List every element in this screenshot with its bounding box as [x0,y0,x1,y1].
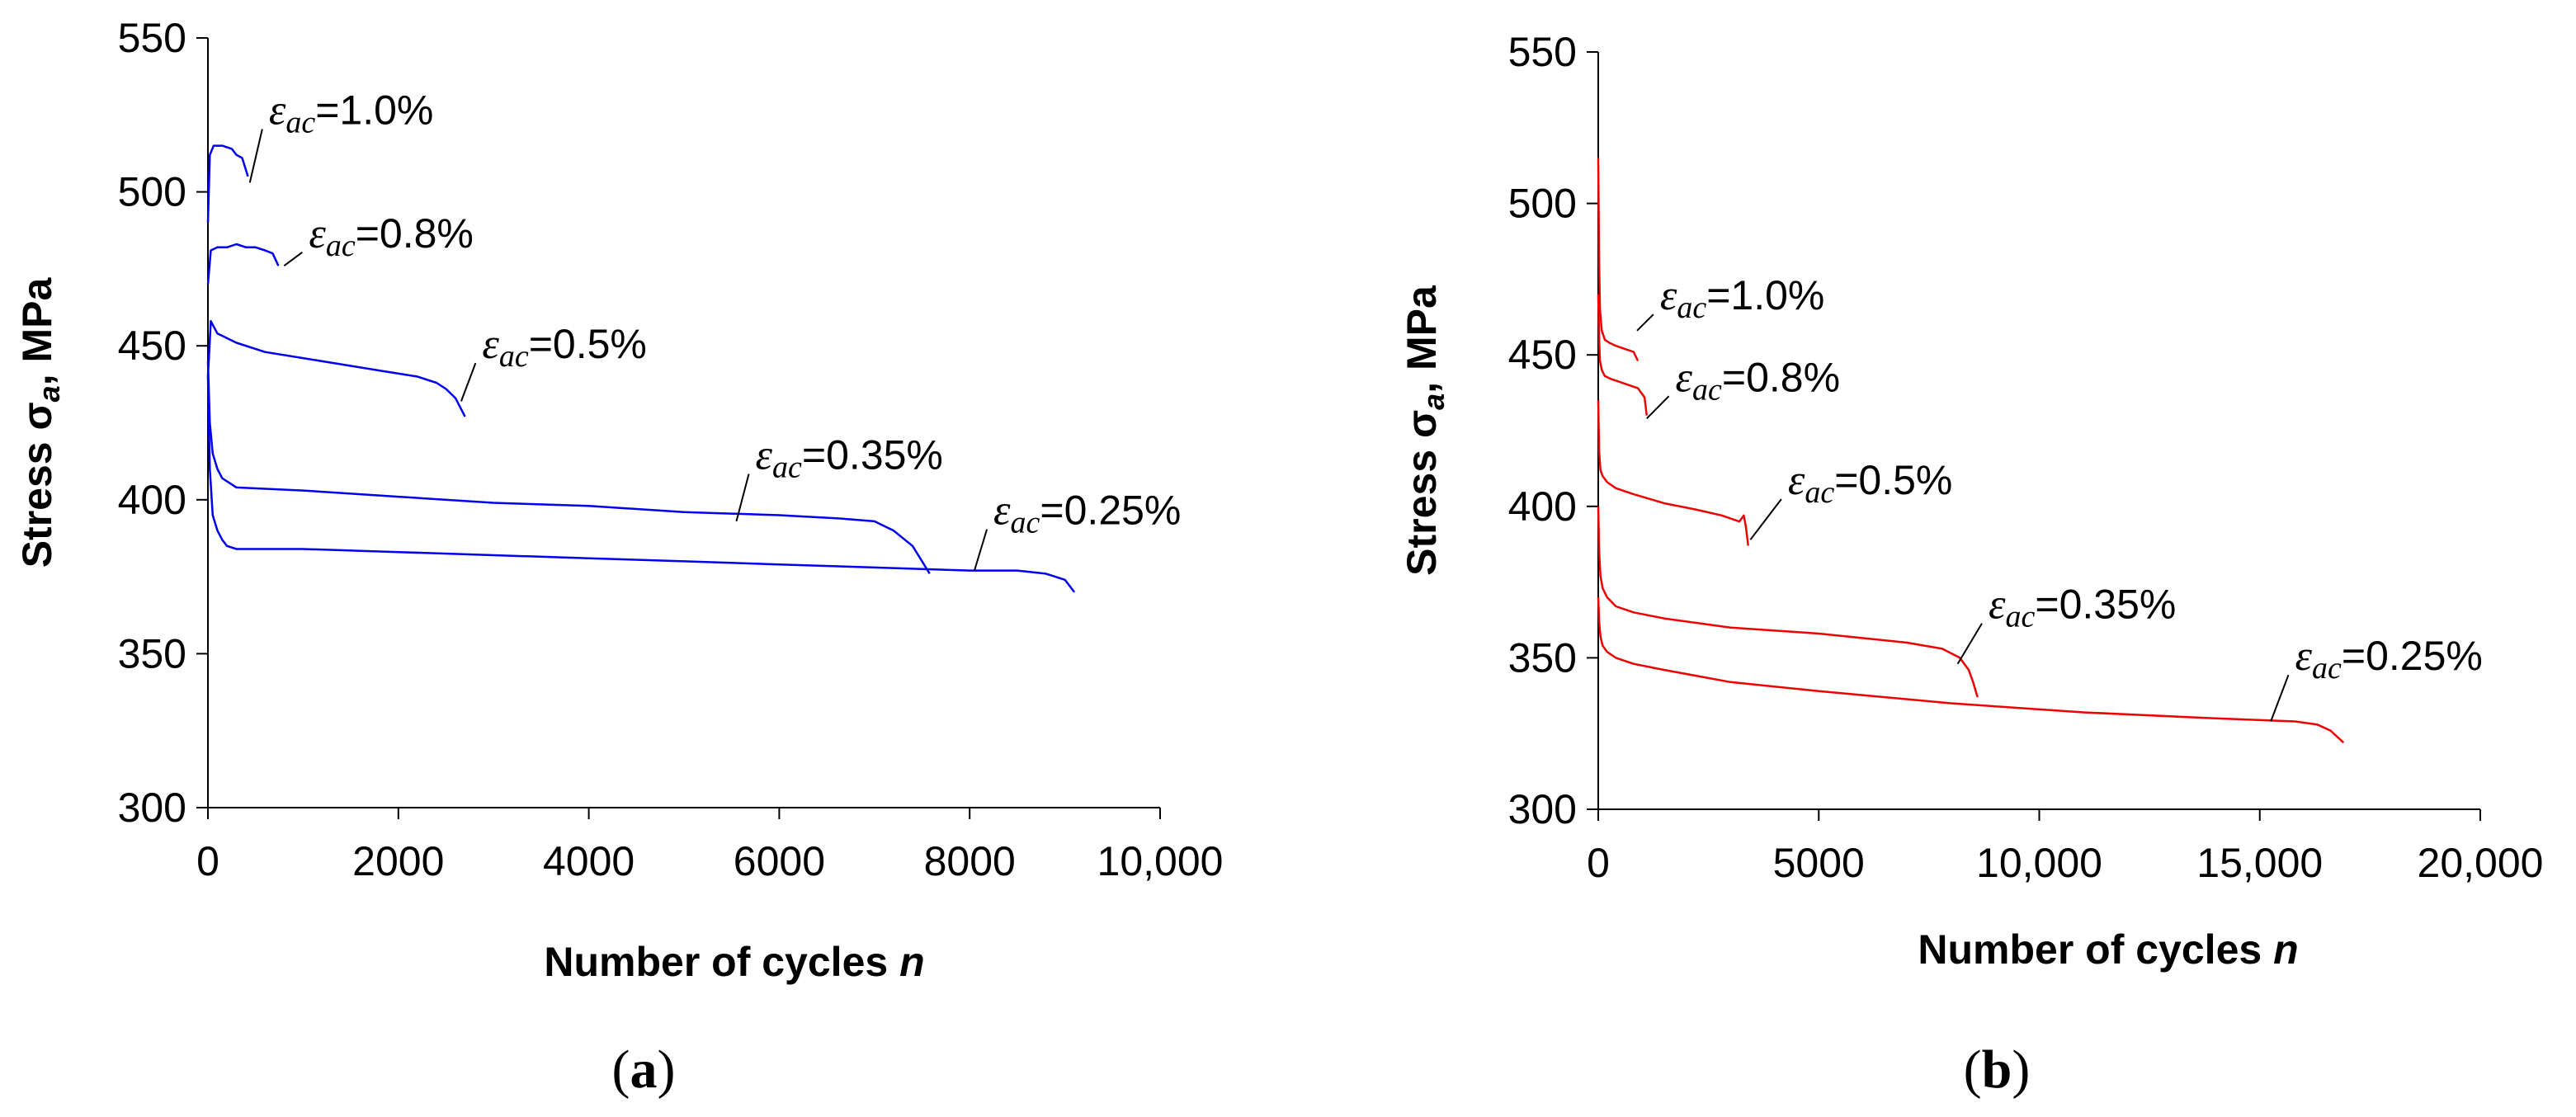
y-tick-label: 500 [118,169,186,215]
series-line-3 [206,320,466,417]
x-tick-label: 4000 [543,838,635,884]
annotation-leader [2270,674,2290,722]
y-tick-label: 450 [118,323,186,369]
series-label-5: εac=0.25% [993,488,1181,540]
series-line-5 [206,376,1076,593]
y-tick-label: 400 [118,477,186,523]
series-label-4: εac=0.35% [1989,582,2176,634]
x-tick-label: 0 [196,838,219,884]
series-line-4 [1597,506,1979,698]
x-tick-label: 15,000 [2196,840,2323,886]
y-tick-label: 300 [1508,786,1577,832]
panel-a: 300 350 400 450 500 550 0 2000 4000 6000 8000 10,00… [14,15,1223,1100]
panel-label: (a) [612,1039,676,1100]
x-tick-label: 2000 [352,838,444,884]
series-label-3: εac=0.5% [482,321,647,374]
x-axis-title: Number of cycles n [544,939,924,985]
series-line-1 [206,144,249,223]
series-label-3: εac=0.5% [1788,457,1953,510]
series-label-2: εac=0.8% [1676,354,1841,407]
annotation-leader [1646,395,1670,420]
x-tick-label: 6000 [734,838,825,884]
series-label-4: εac=0.35% [756,431,943,484]
panel-b: 300 350 400 450 500 550 0 5000 10,000 15,000 20,00… [1399,29,2543,1100]
y-axis-title: Stress σa, MPa [1399,285,1451,576]
x-tick-label: 0 [1587,840,1610,886]
y-tick-label: 500 [1508,181,1577,227]
y-tick-label: 350 [1508,634,1577,681]
annotation-leader [735,474,750,522]
y-tick-label: 400 [1508,483,1577,530]
y-tick-label: 550 [118,15,186,61]
y-tick-label: 350 [118,630,186,676]
series-line-3 [1597,400,1749,546]
x-axis-title: Number of cycles n [1918,926,2298,973]
series-line-2 [206,243,280,285]
annotation-leader [460,362,477,402]
y-tick-label: 550 [1508,29,1577,75]
x-tick-label: 10,000 [1097,838,1224,884]
x-tick-label: 5000 [1773,840,1865,886]
annotation-leader [1749,498,1782,540]
x-tick-label: 20,000 [2418,840,2544,886]
annotation-leader [248,129,263,183]
series-label-2: εac=0.8% [309,210,474,263]
series-line-1 [1597,158,1639,362]
series-line-5 [1597,596,2345,744]
series-label-1: εac=1.0% [269,87,434,139]
series-label-1: εac=1.0% [1660,272,1825,325]
series-line-2 [1597,294,1649,416]
panel-label: (b) [1964,1039,2031,1100]
x-tick-label: 8000 [924,838,1016,884]
y-axis-title: Stress σa, MPa [14,277,66,568]
annotation-leader [283,251,303,266]
series-label-5: εac=0.25% [2295,633,2483,686]
annotation-leader [1636,313,1654,332]
annotation-leader [1956,623,1983,665]
x-tick-label: 10,000 [1976,840,2102,886]
y-tick-label: 300 [118,785,186,831]
y-tick-label: 450 [1508,332,1577,378]
series-line-4 [206,361,931,575]
annotation-leader [974,529,988,571]
